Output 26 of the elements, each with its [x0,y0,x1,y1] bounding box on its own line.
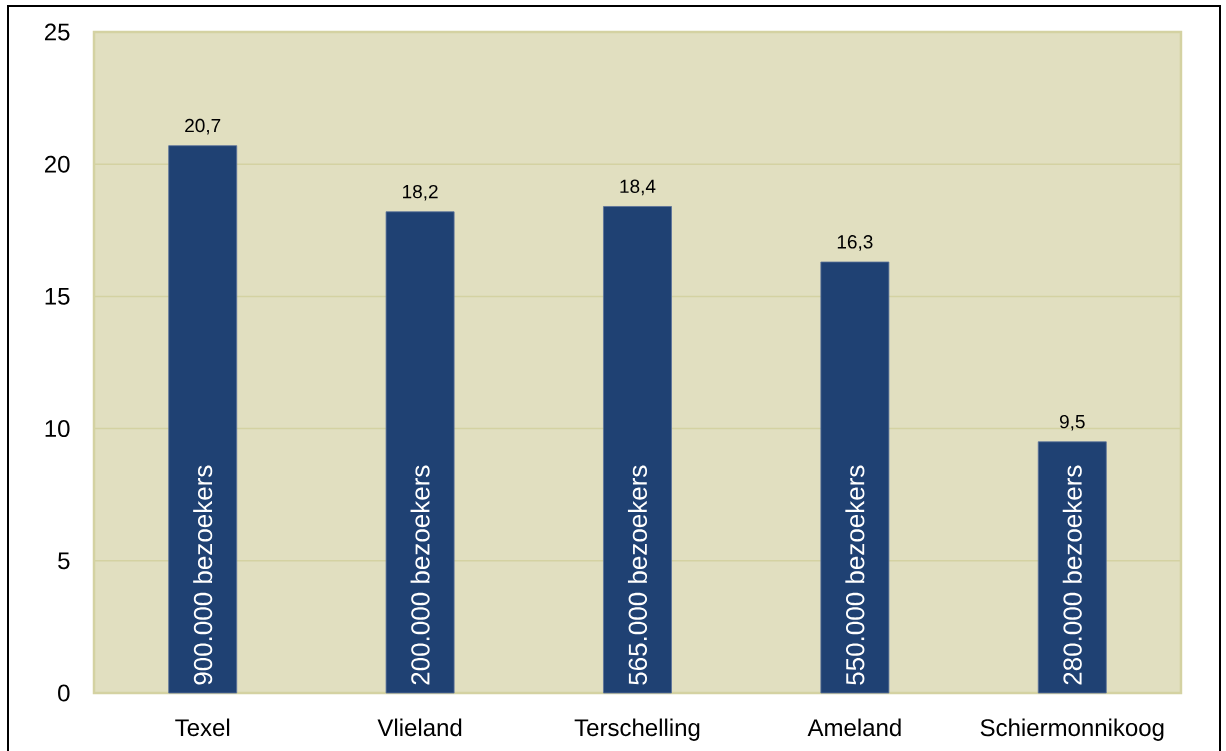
annotation: 200.000 bezoekers [410,465,430,685]
data-label: 20,7 [185,118,221,135]
x-tick-label: Terschelling [574,718,700,741]
x-tick-label: Ameland [807,718,901,737]
x-tick-label: Texel [175,718,230,737]
y-tick-label: 20 [44,155,70,173]
data-label: 18,4 [620,179,656,196]
y-tick-label: 25 [44,23,70,41]
annotation: 900.000 bezoekers [193,465,213,685]
y-tick-label: 0 [58,684,70,702]
data-label: 16,3 [837,235,873,251]
y-tick-label: 15 [45,288,70,305]
data-label: 18,2 [403,184,438,201]
y-tick-label: 10 [45,420,70,438]
annotation: 550.000 bezoekers [845,465,865,685]
annotation: 565.000 bezoekers [627,465,648,685]
x-tick-label: Schiermonnikoog [980,718,1164,741]
y-tick-label: 5 [58,552,70,570]
bar [603,206,672,694]
bar [168,145,238,694]
annotation: 280.000 bezoekers [1062,465,1082,685]
bar [385,211,455,694]
bar [1037,441,1107,694]
x-tick-label: Vlieland [377,718,462,737]
bar [820,261,890,694]
data-label: 9,5 [1059,414,1085,431]
